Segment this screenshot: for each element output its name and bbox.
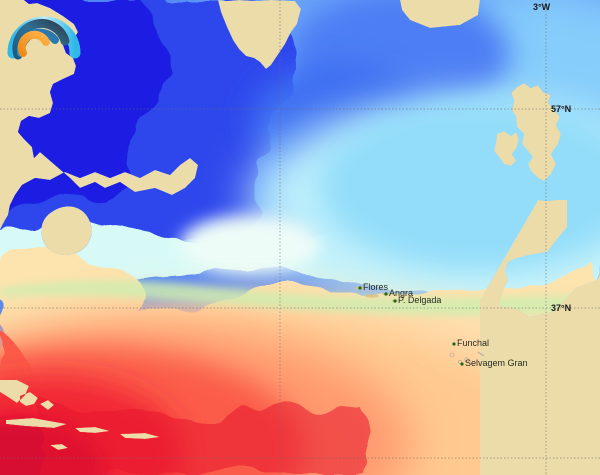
svg-text:P. Delgada: P. Delgada (398, 295, 441, 305)
svg-text:57°N: 57°N (551, 104, 571, 114)
svg-text:3°W: 3°W (533, 2, 551, 12)
svg-text:Selvagem Gran: Selvagem Gran (465, 358, 528, 368)
svg-text:Flores: Flores (363, 282, 389, 292)
svg-text:Funchal: Funchal (457, 338, 489, 348)
svg-text:37°N: 37°N (551, 303, 571, 313)
